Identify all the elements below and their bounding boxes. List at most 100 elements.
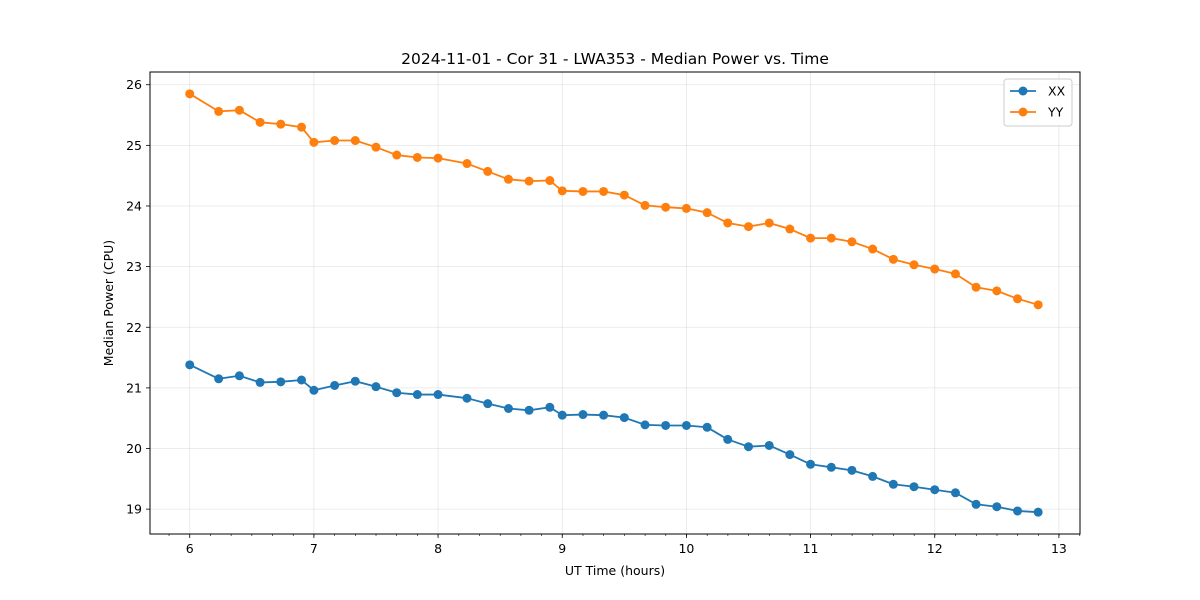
data-point-yy [909, 260, 919, 270]
y-tick-label: 20 [126, 441, 142, 456]
data-point-yy [1013, 294, 1023, 304]
legend-label-yy: YY [1047, 105, 1064, 120]
data-point-yy [483, 166, 493, 176]
axes: 6 7 8 9 10 11 12 13 19 20 21 22 23 24 25 26 [126, 77, 1081, 556]
data-point-xx [1013, 506, 1023, 516]
data-point-xx [412, 390, 422, 400]
data-point-xx [545, 402, 555, 412]
data-point-xx [234, 371, 244, 381]
data-point-yy [412, 152, 422, 162]
x-axis-label: UT Time (hours) [565, 563, 665, 578]
data-point-yy [764, 218, 774, 228]
x-tick-label: 13 [1051, 541, 1067, 556]
data-point-yy [557, 186, 567, 196]
data-point-xx [847, 465, 857, 475]
data-point-xx [433, 390, 443, 400]
x-tick-label: 11 [803, 541, 819, 556]
data-point-yy [619, 190, 629, 200]
x-tick-label: 6 [186, 541, 194, 556]
data-point-xx [350, 376, 360, 386]
data-point-yy [296, 122, 306, 132]
data-point-yy [1033, 300, 1043, 310]
data-point-xx [330, 380, 340, 390]
grid-lines [150, 72, 1080, 534]
data-point-xx [764, 440, 774, 450]
data-point-yy [723, 218, 733, 228]
x-tick-label: 8 [434, 541, 442, 556]
data-point-yy [847, 237, 857, 247]
y-tick-label: 23 [126, 259, 142, 274]
data-point-yy [681, 203, 691, 213]
y-tick-label: 22 [126, 320, 142, 335]
data-point-yy [992, 286, 1002, 296]
data-point-yy [185, 89, 195, 99]
x-tick-label: 12 [927, 541, 943, 556]
data-point-xx [785, 450, 795, 460]
data-point-xx [503, 404, 513, 413]
data-point-xx [806, 459, 816, 469]
data-point-xx [930, 485, 940, 495]
data-point-xx [950, 488, 960, 498]
data-point-xx [971, 499, 981, 509]
data-point-yy [640, 200, 650, 210]
data-point-xx [640, 420, 650, 430]
plot-frame [149, 71, 1081, 535]
data-point-yy [503, 174, 513, 184]
data-point-yy [433, 153, 443, 163]
y-axis-label: Median Power (CPU) [101, 240, 116, 366]
data-point-yy [371, 142, 381, 152]
data-point-xx [909, 482, 919, 492]
data-point-yy [971, 282, 981, 292]
data-point-xx [743, 442, 753, 452]
data-point-yy [234, 105, 244, 115]
data-point-yy [462, 159, 472, 169]
data-point-xx [255, 377, 265, 387]
data-point-xx [702, 422, 712, 432]
data-point-xx [524, 405, 534, 415]
data-point-xx [483, 399, 493, 409]
legend-marker-yy [1018, 107, 1028, 117]
legend-label-xx: XX [1048, 84, 1066, 99]
data-point-xx [599, 410, 609, 420]
data-point-xx [868, 471, 878, 481]
y-tick-label: 21 [126, 380, 142, 395]
y-tick-label: 24 [126, 198, 142, 213]
legend: XX YY [1003, 78, 1073, 127]
data-point-yy [806, 233, 816, 243]
x-tick-label: 10 [678, 541, 694, 556]
data-point-yy [743, 222, 753, 232]
data-point-xx [578, 410, 588, 420]
data-point-xx [276, 377, 286, 387]
y-tick-label: 19 [126, 502, 142, 517]
data-point-yy [702, 208, 712, 218]
y-tick-label: 26 [126, 77, 142, 92]
series-layer [185, 89, 1043, 517]
data-point-xx [826, 462, 836, 472]
data-point-yy [661, 202, 671, 212]
data-point-xx [214, 374, 224, 384]
x-tick-label: 7 [310, 541, 318, 556]
data-point-xx [185, 360, 195, 370]
data-point-yy [392, 150, 402, 160]
data-point-xx [992, 502, 1002, 512]
data-point-yy [309, 137, 319, 147]
data-point-xx [888, 479, 898, 489]
data-point-xx [557, 410, 567, 420]
legend-marker-xx [1018, 86, 1028, 96]
x-tick-label: 9 [558, 541, 566, 556]
data-point-xx [723, 434, 733, 444]
data-point-yy [578, 186, 588, 196]
data-point-xx [296, 375, 306, 385]
data-point-xx [1033, 507, 1043, 517]
data-point-yy [826, 233, 836, 243]
data-point-yy [524, 176, 534, 186]
data-point-yy [868, 244, 878, 254]
data-point-xx [661, 420, 671, 430]
data-point-yy [950, 269, 960, 279]
y-tick-label: 25 [126, 138, 142, 153]
data-point-yy [214, 106, 224, 116]
data-point-xx [619, 413, 629, 423]
data-point-xx [371, 382, 381, 392]
data-point-yy [330, 136, 340, 146]
data-point-xx [309, 385, 319, 395]
